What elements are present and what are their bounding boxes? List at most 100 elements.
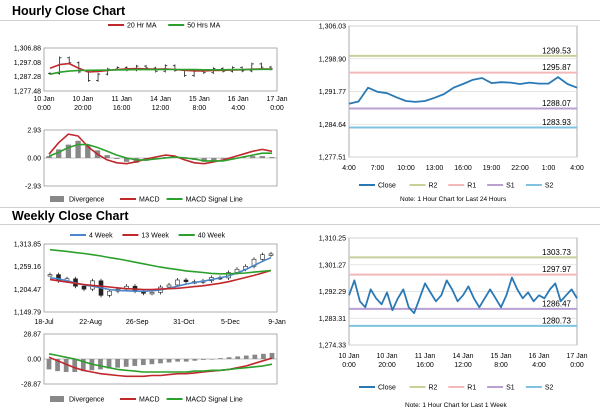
x-tick-label: 8:00 [494, 362, 508, 369]
divergence-bar [106, 359, 112, 369]
weekly-section-divider [0, 224, 600, 225]
divergence-bar [56, 149, 62, 158]
legend-swatch-divergence [50, 196, 64, 202]
x-tick-label: 0:00 [270, 105, 284, 112]
series-line-13-week [49, 269, 272, 291]
x-tick-label: 15 Jan [189, 96, 210, 103]
price-candle [175, 279, 180, 286]
y-tick-label: 28.87 [23, 332, 41, 339]
divergence-bar [235, 356, 241, 359]
x-tick-label: 15 Jan [490, 353, 511, 360]
x-tick-label: 20:00 [378, 362, 396, 369]
legend-label-s2: S2 [545, 385, 554, 392]
x-tick-label: 16 Jan [228, 96, 249, 103]
divergence-bar [98, 359, 103, 370]
legend-label-close: Close [378, 385, 396, 392]
legend-label-50-hrs-ma: 50 Hrs MA [187, 23, 220, 30]
divergence-bar [80, 359, 86, 372]
x-tick-label: 10 Jan [33, 96, 54, 103]
divergence-bar [259, 156, 265, 158]
hourly-macd-chart: 2.93 0.00 -2.93 Divergence MACD MACD Signal L… [25, 128, 278, 204]
x-tick-label: 14 Jan [150, 96, 171, 103]
plot-frame [43, 243, 278, 313]
price-candle [183, 279, 189, 282]
divergence-bar [114, 158, 120, 159]
legend-label-macd-signal-line: MACD Signal Line [186, 397, 243, 404]
divergence-bar [46, 359, 52, 370]
x-tick-label: 22-Aug [79, 319, 102, 326]
legend-label-r1: R1 [467, 385, 476, 392]
weekly-section-divider-top [0, 207, 600, 208]
series-line-close [348, 276, 578, 315]
x-tick-label: 26-Sep [126, 319, 149, 326]
legend-label-divergence: Divergence [69, 197, 105, 204]
level-label-s2: 1280.73 [542, 316, 571, 325]
weekly-close-levels-chart: 1,310.25 1,301.27 1,292.29 1,283.31 1,274.33… [319, 236, 588, 392]
legend-label-r2: R2 [429, 385, 438, 392]
hourly-section-divider [0, 20, 600, 21]
series-line-macd-signal-line [48, 353, 273, 373]
x-tick-label: 12:00 [152, 105, 170, 112]
y-tick-label: 0.00 [27, 156, 41, 163]
divergence-bar [211, 158, 217, 161]
divergence-bar [72, 359, 78, 372]
weekly-price-chart: 1,313.85 1,259.16 1,204.47 1,149.79 18-Jul 22… [14, 233, 286, 327]
x-tick-label: 4:00 [532, 362, 546, 369]
x-tick-label: 0:00 [570, 362, 584, 369]
divergence-bar [209, 359, 215, 360]
legend-label-40-week: 40 Week [198, 233, 226, 240]
price-candle [149, 292, 155, 295]
y-tick-label: 1,284.64 [319, 122, 346, 129]
divergence-bar [63, 359, 69, 372]
price-candle [107, 290, 112, 296]
level-label-r2: 1303.73 [542, 248, 571, 257]
legend-label-s2: S2 [545, 183, 554, 190]
y-tick-label: 1,306.03 [319, 24, 346, 31]
divergence-bar [149, 359, 155, 365]
divergence-bar [249, 156, 256, 158]
x-tick-label: 11 Jan [415, 353, 436, 360]
y-tick-label: 2.93 [27, 128, 41, 135]
x-tick-label: 1:00 [542, 165, 556, 172]
divergence-bar [269, 352, 275, 359]
y-tick-label: 1,283.31 [319, 316, 346, 323]
price-candle [260, 254, 265, 260]
x-tick-label: 4:00 [570, 165, 584, 172]
price-candle [268, 253, 274, 256]
divergence-bar [220, 158, 227, 159]
x-tick-label: 12:00 [454, 362, 472, 369]
legend-label-r1: R1 [467, 183, 476, 190]
hourly-note: Note: 1 Hour Chart for Last 24 Hours [400, 196, 507, 203]
divergence-bar [104, 155, 110, 158]
y-tick-label: 1,274.33 [319, 343, 346, 350]
divergence-bar [201, 359, 206, 360]
divergence-bar [261, 353, 266, 359]
divergence-bar [252, 354, 258, 359]
x-tick-label: 10 Jan [72, 96, 93, 103]
y-tick-label: 1,204.47 [14, 287, 41, 294]
divergence-bar [243, 355, 249, 359]
legend-label-close: Close [378, 183, 396, 190]
y-tick-label: 1,277.48 [14, 89, 41, 96]
x-tick-label: 0:00 [37, 105, 51, 112]
x-tick-label: 22:00 [511, 165, 529, 172]
legend-label-13-week: 13 Week [141, 233, 169, 240]
level-label-s1: 1288.07 [542, 99, 571, 108]
x-tick-label: 20:00 [74, 105, 92, 112]
series-line-50-hrs-ma [49, 68, 271, 75]
divergence-bar [226, 357, 232, 359]
x-tick-label: 8:00 [193, 105, 207, 112]
y-tick-label: 1,297.08 [14, 60, 41, 67]
divergence-bar [132, 359, 138, 366]
x-tick-label: 17 Jan [566, 353, 587, 360]
weekly-note: Note: 1 Hour Chart for Last 1 Week [405, 402, 507, 409]
plot-frame [43, 47, 278, 92]
x-tick-label: 13:00 [426, 165, 444, 172]
legend-label-macd-signal-line: MACD Signal Line [186, 197, 243, 204]
x-tick-label: 14 Jan [452, 353, 473, 360]
x-tick-label: 0:00 [342, 362, 356, 369]
legend-label-macd: MACD [139, 197, 160, 204]
y-tick-label: 1,259.16 [14, 264, 41, 271]
divergence-bar [123, 359, 129, 367]
